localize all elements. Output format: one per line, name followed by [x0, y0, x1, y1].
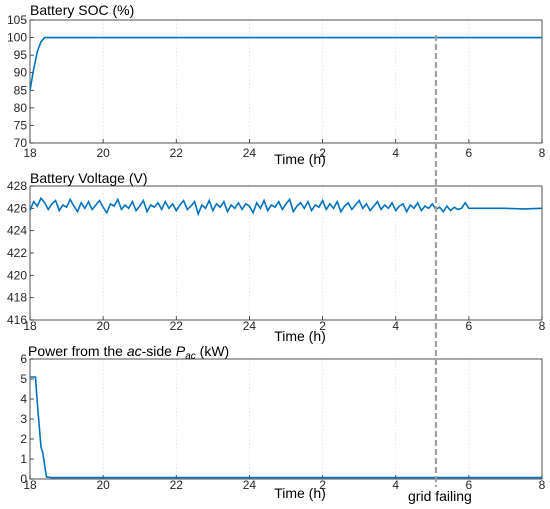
y-tick-label: 75: [14, 118, 28, 132]
y-tick-label: 2: [20, 432, 27, 446]
y-tick-label: 70: [14, 136, 28, 150]
panel-power: Power from the ac-side Pac (kW) 0 1 2 3 4 5 6 1…: [20, 343, 545, 501]
x-tick-label: 22: [170, 319, 184, 333]
x-tick-label: 8: [539, 146, 546, 160]
x-tick-label: 6: [466, 478, 473, 492]
y-tick-label: 100: [7, 31, 27, 45]
panel-soc-xlabel: Time (h): [274, 151, 326, 167]
panel-power-series-line: [30, 376, 542, 479]
y-tick-label: 3: [20, 412, 27, 426]
y-tick-label: 428: [7, 179, 27, 193]
y-tick-label: 4: [20, 392, 27, 406]
y-tick-label: 418: [7, 291, 27, 305]
x-tick-label: 18: [23, 319, 37, 333]
x-tick-label: 2: [319, 478, 326, 492]
x-tick-label: 20: [96, 319, 110, 333]
x-tick-label: 8: [539, 478, 546, 492]
y-tick-label: 85: [14, 83, 28, 97]
panel-soc-axes: [29, 19, 543, 144]
y-tick-label: 0: [20, 472, 27, 486]
y-tick-label: 422: [7, 246, 27, 260]
x-tick-label: 20: [96, 146, 110, 160]
x-tick-label: 2: [319, 319, 326, 333]
panel-power-axes: [29, 358, 543, 480]
panel-power-xlabel: Time (h): [274, 485, 326, 501]
y-tick-label: 90: [14, 66, 28, 80]
panel-voltage-xlabel: Time (h): [274, 328, 326, 344]
panel-voltage: Battery Voltage (V) 41641842042242442642…: [7, 170, 546, 344]
x-tick-label: 24: [243, 146, 257, 160]
x-tick-label: 18: [23, 146, 37, 160]
x-tick-label: 24: [243, 478, 257, 492]
panel-voltage-title: Battery Voltage (V): [30, 170, 148, 186]
x-tick-label: 22: [170, 146, 184, 160]
x-tick-label: 8: [539, 319, 546, 333]
x-tick-label: 2: [319, 146, 326, 160]
y-tick-label: 426: [7, 201, 27, 215]
y-tick-label: 95: [14, 48, 28, 62]
x-tick-label: 20: [96, 478, 110, 492]
x-tick-label: 6: [466, 146, 473, 160]
panel-soc-title: Battery SOC (%): [30, 2, 134, 18]
x-tick-label: 24: [243, 319, 257, 333]
x-tick-label: 18: [23, 478, 37, 492]
panel-voltage-axes: [29, 185, 543, 321]
panel-power-title: Power from the ac-side Pac (kW): [28, 343, 229, 362]
y-tick-label: 6: [20, 352, 27, 366]
y-tick-label: 1: [20, 452, 27, 466]
y-tick-label: 80: [14, 101, 28, 115]
x-tick-label: 4: [392, 319, 399, 333]
x-tick-label: 4: [392, 146, 399, 160]
x-tick-label: 22: [170, 478, 184, 492]
y-tick-label: 105: [7, 13, 27, 27]
y-tick-label: 420: [7, 268, 27, 282]
panel-voltage-series-line: [29, 196, 543, 217]
x-tick-label: 6: [466, 319, 473, 333]
y-tick-label: 5: [20, 372, 27, 386]
x-tick-label: 4: [392, 478, 399, 492]
y-tick-label: 424: [7, 224, 27, 238]
y-tick-label: 416: [7, 313, 27, 327]
grid-failing-annotation: grid failing: [408, 488, 472, 504]
panel-soc-series-line: [29, 36, 542, 91]
